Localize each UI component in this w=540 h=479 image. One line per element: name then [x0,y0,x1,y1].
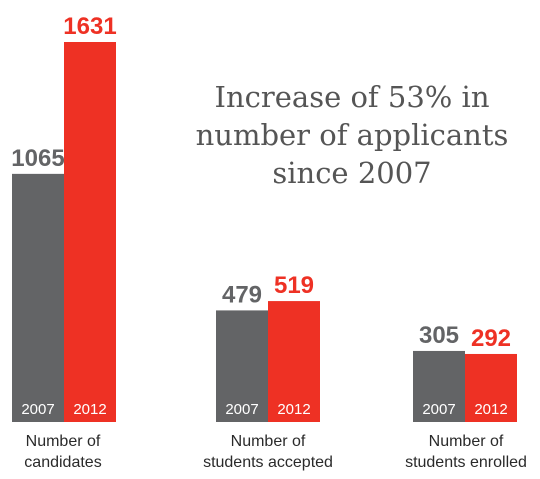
category-label-line: students enrolled [405,454,527,471]
series-label-2007-0: 2007 [21,401,54,418]
series-label-2012-1: 2012 [277,401,310,418]
series-label-2007-2: 2007 [422,401,455,418]
bar-2007-2 [413,350,465,422]
category-label-line: Number of [231,433,306,450]
bar-2012-1 [268,301,320,422]
value-label-2007-2: 305 [419,322,459,349]
category-label-line: Number of [429,433,504,450]
category-label-0: Number of candidates [24,433,101,471]
value-label-2007-0: 1065 [11,145,64,172]
bars: 1065 2007 1631 2012 479 2007 519 2012 305 2007 292… [11,13,517,422]
series-label-2007-1: 2007 [225,401,258,418]
category-labels: Number of candidates Number of students acc… [24,433,527,471]
bar-2012-2 [465,353,517,422]
bar-2007-0 [12,173,64,422]
value-label-2012-1: 519 [274,272,314,299]
category-label-2: Number of students enrolled [405,433,527,471]
value-label-2012-2: 292 [471,325,511,352]
value-label-2012-0: 1631 [63,13,116,40]
annotation-line: since 2007 [272,156,431,190]
annotation-line: Increase of 53% in [215,80,490,114]
chart-annotation: Increase of 53% in number of applicants si… [196,80,509,190]
category-label-line: candidates [24,454,101,471]
category-label-line: Number of [26,433,101,450]
annotation-text: Increase of 53% in number of applicants si… [196,80,509,190]
annotation-line: number of applicants [196,118,509,152]
bar-2007-1 [216,310,268,422]
category-label-line: students accepted [203,454,333,471]
series-label-2012-0: 2012 [73,401,106,418]
value-label-2007-1: 479 [222,281,262,308]
category-label-1: Number of students accepted [203,433,333,471]
series-label-2012-2: 2012 [474,401,507,418]
bar-2012-0 [64,42,116,422]
